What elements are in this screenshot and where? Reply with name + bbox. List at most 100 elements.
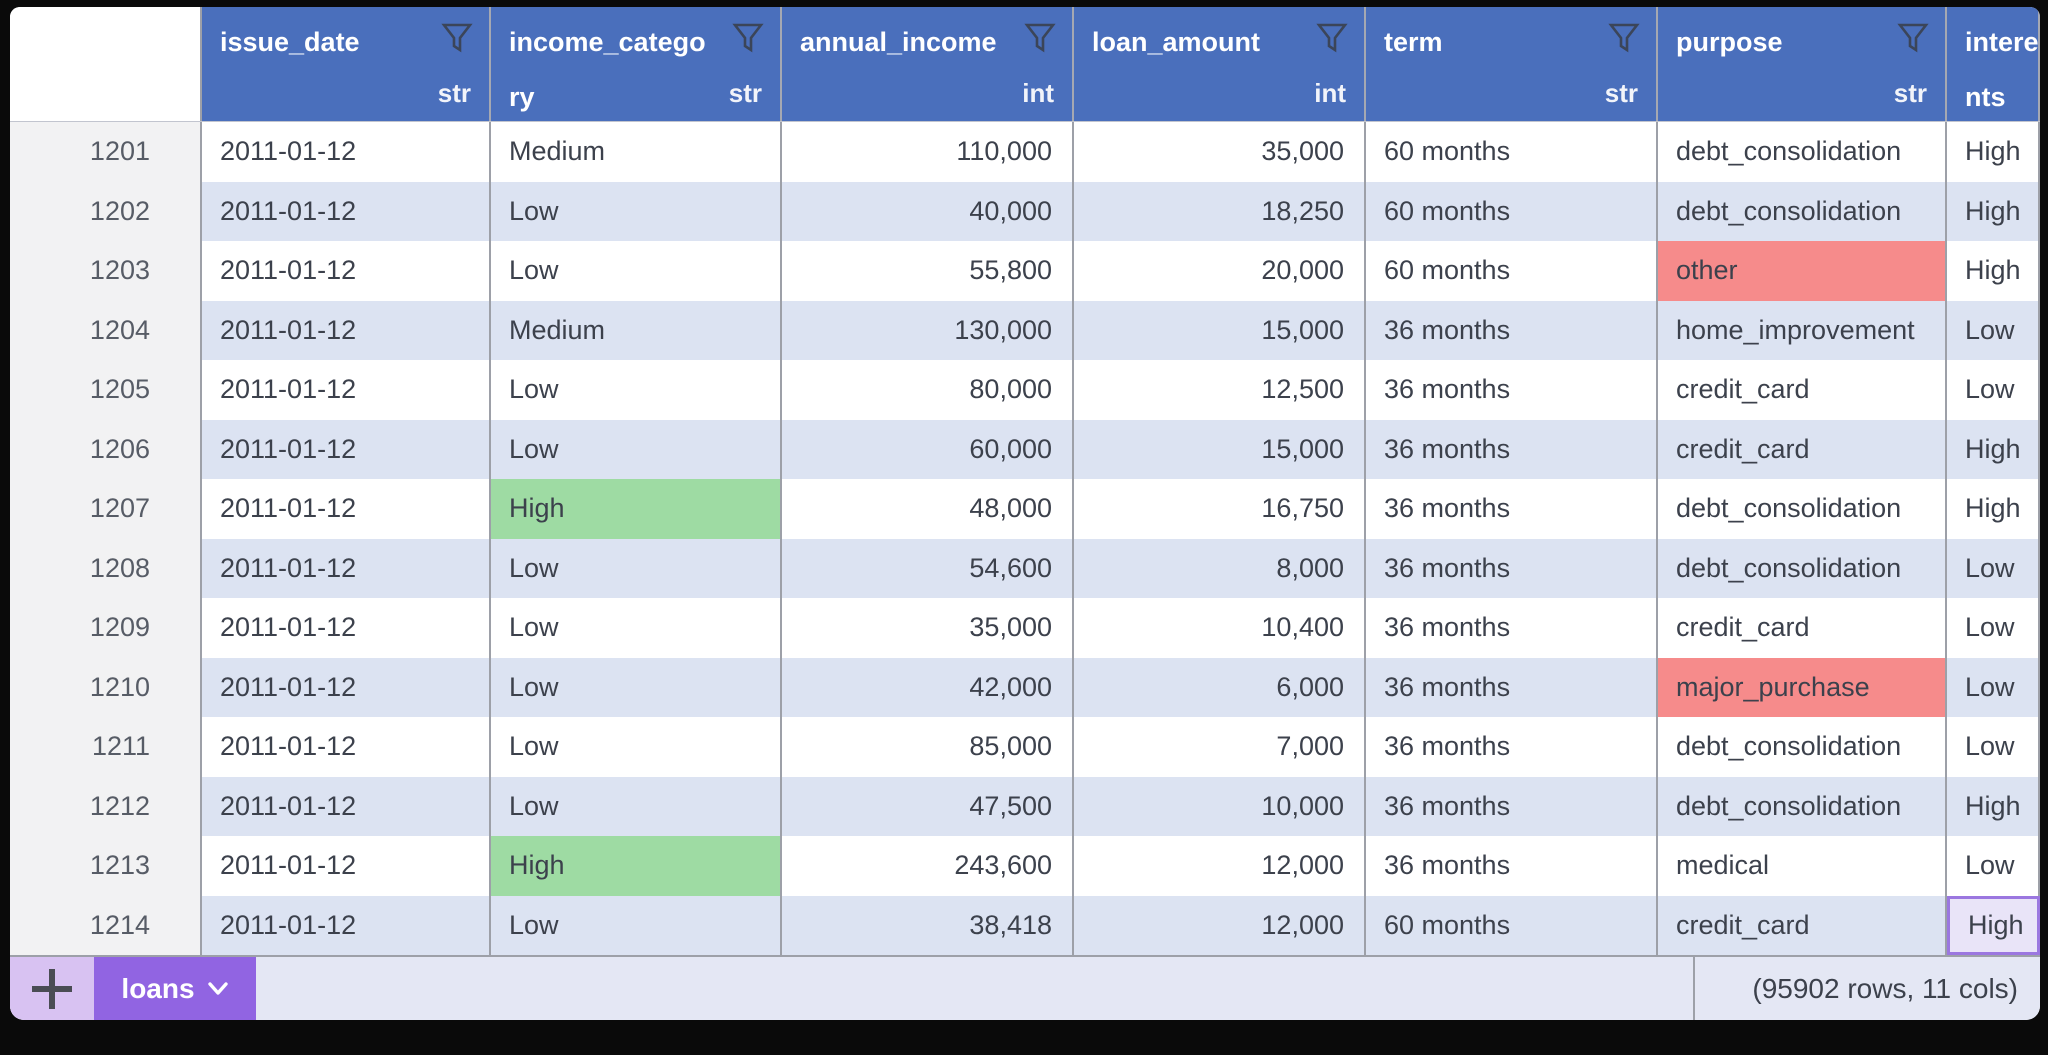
cell-annual_income[interactable]: 85,000: [782, 717, 1074, 777]
row-number[interactable]: 1207: [10, 479, 202, 539]
cell-loan_amount[interactable]: 12,500: [1074, 360, 1366, 420]
row-number[interactable]: 1205: [10, 360, 202, 420]
row-number[interactable]: 1210: [10, 657, 202, 717]
cell-issue_date[interactable]: 2011-01-12: [202, 360, 491, 420]
cell-annual_income[interactable]: 48,000: [782, 479, 1074, 539]
cell-interests[interactable]: High: [1947, 419, 2040, 479]
cell-purpose[interactable]: debt_consolidation: [1658, 122, 1947, 182]
cell-interests[interactable]: Low: [1947, 717, 2040, 777]
cell-purpose[interactable]: credit_card: [1658, 598, 1947, 658]
row-number[interactable]: 1214: [10, 895, 202, 955]
column-header-purpose[interactable]: purpose str: [1658, 7, 1947, 121]
cell-income_category[interactable]: Low: [491, 538, 782, 598]
cell-loan_amount[interactable]: 10,400: [1074, 598, 1366, 658]
cell-annual_income[interactable]: 38,418: [782, 895, 1074, 955]
filter-funnel-icon[interactable]: [1022, 20, 1058, 61]
cell-issue_date[interactable]: 2011-01-12: [202, 181, 491, 241]
cell-term[interactable]: 36 months: [1366, 360, 1658, 420]
cell-income_category[interactable]: High: [491, 479, 782, 539]
cell-issue_date[interactable]: 2011-01-12: [202, 657, 491, 717]
cell-purpose[interactable]: credit_card: [1658, 895, 1947, 955]
cell-purpose[interactable]: debt_consolidation: [1658, 776, 1947, 836]
filter-funnel-icon[interactable]: [730, 20, 766, 61]
cell-annual_income[interactable]: 47,500: [782, 776, 1074, 836]
cell-interests[interactable]: High: [1947, 895, 2040, 955]
filter-funnel-icon[interactable]: [439, 20, 475, 61]
cell-term[interactable]: 36 months: [1366, 598, 1658, 658]
cell-loan_amount[interactable]: 18,250: [1074, 181, 1366, 241]
add-table-button[interactable]: [10, 957, 94, 1020]
row-number[interactable]: 1212: [10, 776, 202, 836]
cell-loan_amount[interactable]: 6,000: [1074, 657, 1366, 717]
cell-loan_amount[interactable]: 20,000: [1074, 241, 1366, 301]
cell-loan_amount[interactable]: 35,000: [1074, 122, 1366, 182]
cell-income_category[interactable]: Low: [491, 717, 782, 777]
cell-income_category[interactable]: Low: [491, 241, 782, 301]
cell-term[interactable]: 60 months: [1366, 895, 1658, 955]
column-header-loan_amount[interactable]: loan_amount int: [1074, 7, 1366, 121]
filter-funnel-icon[interactable]: [1895, 20, 1931, 61]
row-number[interactable]: 1206: [10, 419, 202, 479]
row-number[interactable]: 1211: [10, 717, 202, 777]
cell-interests[interactable]: Low: [1947, 657, 2040, 717]
cell-issue_date[interactable]: 2011-01-12: [202, 241, 491, 301]
cell-loan_amount[interactable]: 7,000: [1074, 717, 1366, 777]
cell-issue_date[interactable]: 2011-01-12: [202, 776, 491, 836]
cell-annual_income[interactable]: 54,600: [782, 538, 1074, 598]
cell-purpose[interactable]: debt_consolidation: [1658, 181, 1947, 241]
cell-term[interactable]: 36 months: [1366, 538, 1658, 598]
cell-issue_date[interactable]: 2011-01-12: [202, 836, 491, 896]
cell-loan_amount[interactable]: 15,000: [1074, 300, 1366, 360]
cell-term[interactable]: 60 months: [1366, 181, 1658, 241]
cell-income_category[interactable]: Low: [491, 181, 782, 241]
cell-annual_income[interactable]: 243,600: [782, 836, 1074, 896]
cell-annual_income[interactable]: 110,000: [782, 122, 1074, 182]
row-number[interactable]: 1201: [10, 122, 202, 182]
column-header-issue_date[interactable]: issue_date str: [202, 7, 491, 121]
cell-term[interactable]: 36 months: [1366, 776, 1658, 836]
cell-interests[interactable]: High: [1947, 241, 2040, 301]
cell-loan_amount[interactable]: 8,000: [1074, 538, 1366, 598]
filter-funnel-icon[interactable]: [1606, 20, 1642, 61]
cell-loan_amount[interactable]: 16,750: [1074, 479, 1366, 539]
row-number[interactable]: 1203: [10, 241, 202, 301]
cell-purpose[interactable]: medical: [1658, 836, 1947, 896]
column-header-term[interactable]: term str: [1366, 7, 1658, 121]
cell-issue_date[interactable]: 2011-01-12: [202, 419, 491, 479]
cell-purpose[interactable]: debt_consolidation: [1658, 538, 1947, 598]
cell-issue_date[interactable]: 2011-01-12: [202, 598, 491, 658]
cell-term[interactable]: 36 months: [1366, 419, 1658, 479]
cell-annual_income[interactable]: 42,000: [782, 657, 1074, 717]
tab-loans[interactable]: loans: [94, 957, 256, 1020]
cell-interests[interactable]: Low: [1947, 300, 2040, 360]
cell-purpose[interactable]: debt_consolidation: [1658, 479, 1947, 539]
cell-purpose[interactable]: debt_consolidation: [1658, 717, 1947, 777]
cell-issue_date[interactable]: 2011-01-12: [202, 895, 491, 955]
cell-purpose[interactable]: credit_card: [1658, 360, 1947, 420]
cell-loan_amount[interactable]: 12,000: [1074, 836, 1366, 896]
cell-term[interactable]: 60 months: [1366, 122, 1658, 182]
cell-annual_income[interactable]: 130,000: [782, 300, 1074, 360]
cell-income_category[interactable]: Low: [491, 360, 782, 420]
cell-income_category[interactable]: Low: [491, 419, 782, 479]
cell-loan_amount[interactable]: 10,000: [1074, 776, 1366, 836]
cell-term[interactable]: 36 months: [1366, 300, 1658, 360]
column-header-annual_income[interactable]: annual_income int: [782, 7, 1074, 121]
cell-issue_date[interactable]: 2011-01-12: [202, 538, 491, 598]
filter-funnel-icon[interactable]: [1314, 20, 1350, 61]
cell-interests[interactable]: Low: [1947, 360, 2040, 420]
row-number[interactable]: 1209: [10, 598, 202, 658]
cell-interests[interactable]: Low: [1947, 598, 2040, 658]
cell-interests[interactable]: High: [1947, 479, 2040, 539]
row-number[interactable]: 1202: [10, 181, 202, 241]
cell-purpose[interactable]: credit_card: [1658, 419, 1947, 479]
cell-annual_income[interactable]: 35,000: [782, 598, 1074, 658]
cell-term[interactable]: 60 months: [1366, 241, 1658, 301]
cell-annual_income[interactable]: 60,000: [782, 419, 1074, 479]
cell-issue_date[interactable]: 2011-01-12: [202, 122, 491, 182]
cell-annual_income[interactable]: 55,800: [782, 241, 1074, 301]
cell-income_category[interactable]: High: [491, 836, 782, 896]
cell-income_category[interactable]: Low: [491, 598, 782, 658]
cell-interests[interactable]: Low: [1947, 836, 2040, 896]
cell-interests[interactable]: Low: [1947, 538, 2040, 598]
